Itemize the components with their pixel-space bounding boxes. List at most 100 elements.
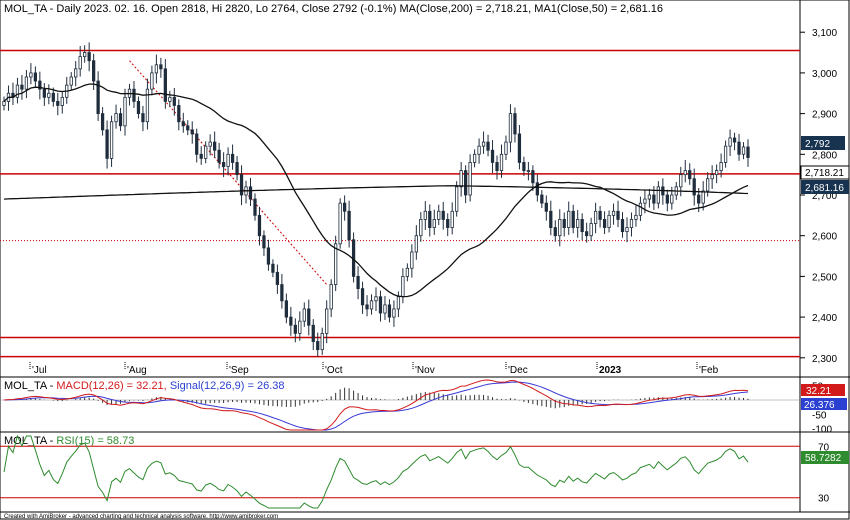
candle-body-23 bbox=[105, 129, 109, 159]
candle-body-5 bbox=[24, 76, 29, 90]
ma200-line bbox=[3, 185, 749, 200]
close-badge: 2,792 bbox=[801, 136, 845, 150]
candle-body-127 bbox=[571, 210, 575, 228]
candle-body-29 bbox=[132, 88, 136, 102]
candle-body-72 bbox=[325, 308, 329, 334]
candle-body-51 bbox=[230, 153, 235, 163]
price-header-ma50: MA1(Close,50) = 2,681.16 bbox=[531, 3, 663, 15]
candle-body-64 bbox=[289, 316, 293, 326]
candle-body-17 bbox=[78, 56, 82, 70]
candle-body-111 bbox=[499, 153, 504, 171]
macd-badge-value: 32.21 bbox=[806, 386, 831, 397]
candle-body-135 bbox=[607, 214, 611, 228]
candle-body-134 bbox=[602, 219, 607, 228]
candle-body-164 bbox=[737, 141, 741, 155]
candle-body-53 bbox=[239, 174, 244, 196]
rsi-header: MOL_TA - RSI(15) = 58.73 bbox=[4, 435, 134, 447]
candle-body-26 bbox=[118, 113, 123, 127]
candle-body-35 bbox=[159, 64, 163, 70]
candle-body-25 bbox=[114, 113, 118, 123]
price-tick-label-3: 2,600 bbox=[812, 232, 837, 243]
candle-body-33 bbox=[150, 72, 154, 90]
candle-body-32 bbox=[145, 88, 150, 123]
candle-body-93 bbox=[419, 219, 423, 237]
candle-body-77 bbox=[347, 210, 351, 241]
candle-body-83 bbox=[374, 296, 378, 302]
close-badge-value: 2,792 bbox=[805, 139, 830, 150]
candle-body-89 bbox=[401, 275, 405, 298]
date-label-0: 'Jul bbox=[32, 365, 47, 376]
candle-body-165 bbox=[741, 146, 746, 155]
price-header-info: - Daily 2023. 02. 16. Open 2818, Hi 2820… bbox=[47, 3, 400, 15]
candle-body-82 bbox=[369, 300, 374, 310]
candle-body-45 bbox=[204, 145, 208, 159]
candle-body-95 bbox=[428, 210, 432, 228]
candle-body-143 bbox=[643, 198, 647, 204]
rsi-badge-bg bbox=[801, 451, 849, 464]
candle-body-67 bbox=[302, 308, 306, 322]
macd-header-macd: MACD(12,26) = 32.21, bbox=[56, 380, 166, 392]
candle-body-154 bbox=[692, 178, 696, 196]
candle-body-43 bbox=[195, 133, 199, 155]
candle-body-39 bbox=[177, 105, 181, 123]
candle-body-80 bbox=[360, 288, 365, 306]
candle-body-62 bbox=[280, 284, 284, 302]
candle-body-56 bbox=[253, 198, 257, 216]
candle-body-90 bbox=[405, 267, 410, 277]
candle-body-38 bbox=[172, 96, 176, 106]
candle-body-22 bbox=[100, 113, 105, 131]
candle-body-6 bbox=[29, 72, 33, 78]
candle-body-37 bbox=[168, 96, 172, 102]
candle-body-106 bbox=[477, 145, 481, 155]
candle-body-117 bbox=[526, 170, 531, 172]
ma200-badge: 2,718.21 bbox=[800, 165, 850, 180]
candle-body-138 bbox=[620, 219, 625, 233]
candle-body-74 bbox=[334, 243, 338, 285]
candle-body-100 bbox=[450, 210, 454, 228]
candle-body-16 bbox=[74, 68, 78, 78]
candle-body-103 bbox=[464, 170, 468, 196]
candle-body-60 bbox=[271, 263, 275, 273]
candle-body-148 bbox=[665, 194, 669, 204]
candle-body-139 bbox=[625, 227, 629, 233]
rsi-line bbox=[3, 434, 749, 509]
candle-body-81 bbox=[365, 304, 369, 310]
candle-body-98 bbox=[441, 210, 445, 220]
candle-body-31 bbox=[141, 113, 145, 123]
candle-body-129 bbox=[580, 219, 584, 233]
candle-body-7 bbox=[33, 72, 38, 82]
candle-body-85 bbox=[383, 304, 387, 314]
candle-body-101 bbox=[455, 186, 459, 212]
candle-body-12 bbox=[56, 100, 60, 106]
candle-body-133 bbox=[598, 210, 602, 220]
candle-body-144 bbox=[647, 194, 652, 200]
candle-body-86 bbox=[387, 304, 392, 318]
price-levels bbox=[0, 49, 800, 358]
candle-body-48 bbox=[217, 149, 221, 163]
candle-body-116 bbox=[522, 162, 526, 171]
close-badge-bg bbox=[801, 136, 845, 150]
date-label-7: 'Feb bbox=[699, 365, 719, 376]
ma50-badge-bg bbox=[801, 180, 849, 194]
candle-body-125 bbox=[562, 219, 566, 228]
candle-body-132 bbox=[593, 210, 598, 224]
candle-body-130 bbox=[585, 231, 589, 237]
candle-body-145 bbox=[652, 194, 656, 204]
candle-body-11 bbox=[51, 92, 55, 102]
ma50-badge: 2,681.16 bbox=[801, 180, 849, 194]
candle-body-61 bbox=[275, 271, 280, 285]
candle-body-27 bbox=[123, 96, 127, 127]
candle-body-8 bbox=[38, 80, 42, 90]
candle-body-87 bbox=[392, 308, 396, 318]
rsi-tick-label-0: 30 bbox=[818, 494, 830, 505]
candle-body-113 bbox=[508, 113, 513, 143]
candle-body-149 bbox=[670, 194, 674, 204]
candle-body-110 bbox=[495, 162, 499, 171]
candle-body-124 bbox=[558, 219, 562, 237]
signal-badge-bg bbox=[801, 398, 847, 410]
candle-body-42 bbox=[190, 129, 194, 135]
price-tick-label-2: 2,500 bbox=[812, 272, 837, 283]
candle-body-46 bbox=[208, 141, 212, 147]
candle-body-102 bbox=[459, 170, 463, 188]
